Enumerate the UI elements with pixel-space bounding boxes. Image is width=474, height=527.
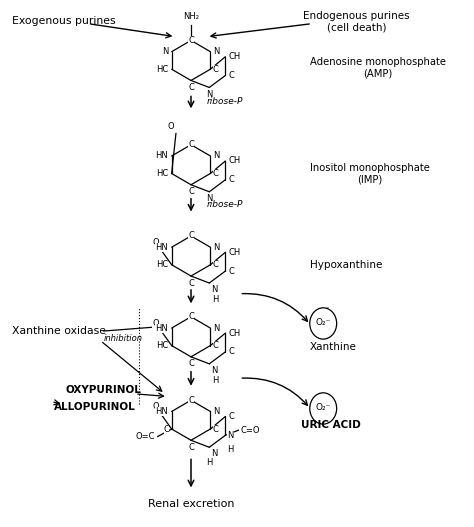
Text: CH: CH [228,248,240,257]
Text: C: C [228,175,234,184]
Text: N: N [213,151,219,161]
Text: C: C [213,169,219,178]
Text: HC: HC [156,260,168,269]
Text: N: N [227,431,234,440]
Text: Exogenous purines: Exogenous purines [12,16,115,26]
Text: C=O: C=O [241,426,260,435]
Text: Inositol monophosphate
(IMP): Inositol monophosphate (IMP) [310,163,429,184]
Text: HN: HN [155,324,168,333]
Text: O₂⁻: O₂⁻ [316,403,331,412]
Text: HC: HC [156,341,168,350]
Text: C: C [188,188,194,197]
Text: C: C [188,443,194,452]
Text: C: C [228,71,234,80]
Text: N: N [213,324,219,333]
Text: NH₂: NH₂ [183,12,199,21]
Text: O=C: O=C [136,432,155,441]
Text: C: C [213,65,219,74]
Text: C: C [213,260,219,269]
Text: Xanthine oxidase: Xanthine oxidase [12,326,106,336]
Text: Renal excretion: Renal excretion [148,500,234,510]
Text: H: H [228,445,234,454]
Text: H: H [206,458,212,467]
Text: URIC ACID: URIC ACID [301,420,361,430]
Text: HN: HN [155,407,168,416]
Text: Adenosine monophosphate
(AMP): Adenosine monophosphate (AMP) [310,57,446,79]
Text: N: N [213,407,219,416]
Text: inhibition: inhibition [104,334,143,343]
Circle shape [310,393,337,424]
Text: N: N [162,47,168,56]
Text: O: O [153,319,159,328]
Text: C: C [213,341,219,350]
Text: C: C [213,425,219,434]
Text: HC: HC [156,169,168,178]
Text: HN: HN [155,151,168,161]
Text: HC: HC [156,65,168,74]
Text: C: C [188,231,194,240]
Text: OXYPURINOL: OXYPURINOL [65,385,141,395]
Text: ⁻: ⁻ [326,306,329,313]
Text: O: O [167,122,173,131]
Text: N: N [213,47,219,56]
Text: C: C [188,396,194,405]
Text: N: N [211,450,218,458]
Text: Hypoxanthine: Hypoxanthine [310,259,382,269]
Text: ALLOPURINOL: ALLOPURINOL [55,402,136,412]
Text: O: O [153,238,159,247]
Text: C: C [188,83,194,92]
Text: N: N [206,90,212,99]
Circle shape [310,308,337,339]
Text: C: C [188,36,194,45]
Text: C: C [228,347,234,356]
Text: N: N [206,194,212,203]
Text: HN: HN [155,243,168,252]
Text: CH: CH [228,52,240,61]
Text: Endogenous purines
(cell death): Endogenous purines (cell death) [303,11,410,32]
Text: CH: CH [228,157,240,165]
Text: H: H [212,376,219,385]
Text: Xanthine: Xanthine [310,342,356,352]
Text: CH: CH [228,328,240,338]
Text: ribose-P: ribose-P [207,97,243,106]
Text: ribose-P: ribose-P [207,200,243,209]
Text: N: N [213,243,219,252]
Text: N: N [211,285,218,294]
Text: H: H [212,295,219,304]
Text: C: C [164,425,169,434]
Text: C: C [228,267,234,276]
Text: C: C [188,140,194,149]
Text: C: C [188,313,194,321]
Text: N: N [211,366,218,375]
Text: C: C [228,412,234,421]
Text: O: O [153,403,159,412]
Text: O₂⁻: O₂⁻ [316,318,331,327]
Text: C: C [188,279,194,288]
Text: C: C [188,359,194,368]
